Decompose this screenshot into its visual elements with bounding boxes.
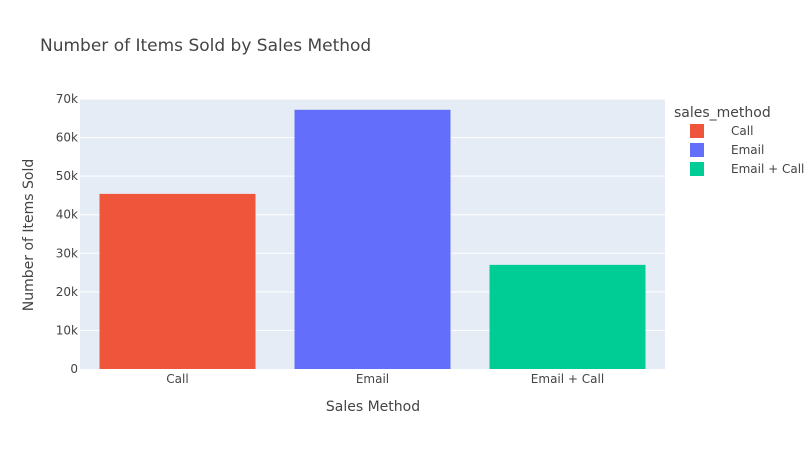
legend-item[interactable]: Email [690, 143, 764, 157]
y-tick-label: 20k [56, 285, 78, 299]
legend-swatch [690, 143, 704, 157]
bar[interactable] [489, 264, 646, 369]
bar[interactable] [99, 193, 256, 369]
y-tick-label: 10k [56, 323, 78, 337]
legend-item[interactable]: Call [690, 124, 753, 138]
legend-title: sales_method [674, 105, 771, 121]
x-axis-title: Sales Method [326, 399, 420, 415]
legend-label: Email [731, 143, 764, 157]
y-tick-label: 60k [56, 131, 78, 145]
x-tick-label: Call [166, 372, 188, 386]
y-axis-ticks: 0 10k 20k 30k 40k 50k 60k 70k [56, 92, 78, 376]
legend: sales_method Call Email Email + Call [674, 105, 804, 176]
x-tick-label: Email [356, 372, 389, 386]
legend-label: Call [731, 124, 753, 138]
chart-title: Number of Items Sold by Sales Method [40, 36, 371, 56]
legend-item[interactable]: Email + Call [690, 162, 804, 176]
y-tick-label: 30k [56, 246, 78, 260]
legend-swatch [690, 162, 704, 176]
y-tick-label: 70k [56, 92, 78, 106]
y-tick-label: 40k [56, 208, 78, 222]
bars [99, 109, 646, 370]
legend-swatch [690, 124, 704, 138]
y-axis-title: Number of Items Sold [21, 159, 37, 311]
y-tick-label: 50k [56, 169, 78, 183]
bar[interactable] [294, 109, 451, 370]
y-tick-label: 0 [70, 362, 78, 376]
x-tick-label: Email + Call [531, 372, 604, 386]
legend-label: Email + Call [731, 162, 804, 176]
x-axis-ticks: Call Email Email + Call [166, 372, 604, 386]
